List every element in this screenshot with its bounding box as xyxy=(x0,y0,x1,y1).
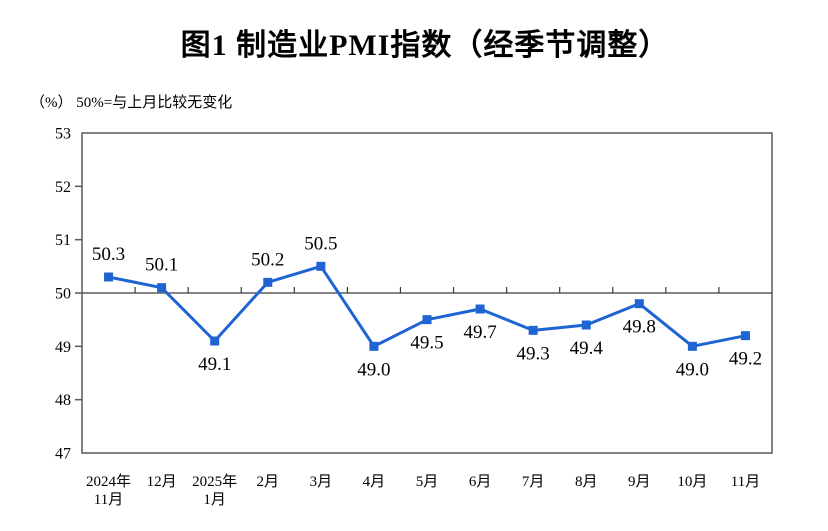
data-point-marker xyxy=(369,341,379,351)
data-point-label: 50.3 xyxy=(92,244,125,265)
axis-unit-note: （%） 50%=与上月比较无变化 xyxy=(30,95,233,111)
data-point-marker xyxy=(740,331,750,341)
x-axis-tick-label: 2月 xyxy=(257,474,280,490)
data-point-label: 49.2 xyxy=(729,349,762,370)
data-point-marker xyxy=(104,272,114,282)
data-point-label: 49.1 xyxy=(198,354,231,375)
x-axis-tick-label: 7月 xyxy=(522,474,545,490)
data-point-label: 49.7 xyxy=(463,322,496,343)
data-point-label: 49.3 xyxy=(517,343,550,364)
data-point-label: 50.2 xyxy=(251,249,284,270)
plot-border xyxy=(81,132,773,454)
data-point-marker xyxy=(581,320,591,330)
y-axis-tick-label: 52 xyxy=(55,179,71,196)
chart-title: 图1 制造业PMI指数（经季节调整） xyxy=(180,29,670,62)
y-axis-tick-label: 47 xyxy=(55,446,71,463)
x-axis-tick-label: 4月 xyxy=(363,474,386,490)
data-point-marker xyxy=(316,261,326,271)
x-axis-tick-label: 9月 xyxy=(628,474,651,490)
data-point-label: 49.0 xyxy=(676,359,709,380)
x-axis-tick-label: 11月 xyxy=(731,474,760,490)
y-axis-tick-label: 48 xyxy=(55,392,71,409)
data-point-label: 50.5 xyxy=(304,233,337,254)
data-point-label: 49.0 xyxy=(357,359,390,380)
x-axis-tick-label: 2024年 11月 xyxy=(86,473,131,508)
x-axis-tick-label: 12月 xyxy=(147,474,177,490)
x-axis-tick-label: 6月 xyxy=(469,474,492,490)
data-point-marker xyxy=(210,336,220,346)
x-axis-tick-label: 2025年 1月 xyxy=(192,473,237,508)
x-axis-tick-label: 5月 xyxy=(416,474,439,490)
data-point-marker xyxy=(634,299,644,309)
data-point-marker xyxy=(475,304,485,314)
y-axis-tick-label: 50 xyxy=(55,286,71,303)
data-point-label: 49.8 xyxy=(623,317,656,338)
data-point-marker xyxy=(157,283,167,293)
data-point-label: 50.1 xyxy=(145,255,178,276)
y-axis-tick-label: 53 xyxy=(55,126,71,143)
data-point-marker xyxy=(422,315,432,325)
x-axis-tick-label: 8月 xyxy=(575,474,598,490)
data-point-label: 49.4 xyxy=(570,338,604,359)
data-point-label: 49.5 xyxy=(410,333,443,354)
data-point-marker xyxy=(687,341,697,351)
x-axis-tick-label: 10月 xyxy=(677,474,707,490)
x-axis-tick-label: 3月 xyxy=(310,474,333,490)
y-axis-tick-label: 51 xyxy=(55,232,71,249)
y-axis-tick-label: 49 xyxy=(55,339,71,356)
data-point-marker xyxy=(528,325,538,335)
data-point-marker xyxy=(263,277,273,287)
